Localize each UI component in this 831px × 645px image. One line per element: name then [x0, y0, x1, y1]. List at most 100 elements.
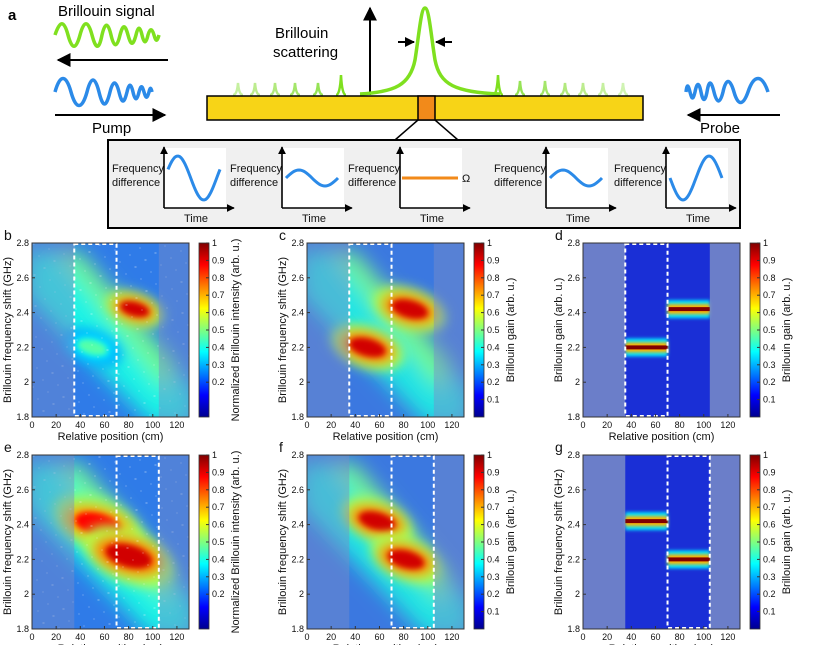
zoom-line-left: [394, 119, 419, 141]
noise-pixel: [54, 291, 56, 293]
noise-pixel: [89, 251, 91, 253]
noise-pixel: [42, 622, 44, 624]
colorbar-tick-label: 0.3: [487, 360, 500, 370]
noise-pixel: [79, 258, 81, 260]
noise-pixel: [88, 463, 90, 465]
inset-ylabel: Frequency: [112, 163, 164, 175]
colorbar-label: Brillouin gain (arb. u.): [781, 278, 793, 383]
noise-pixel: [178, 574, 180, 576]
noise-pixel: [39, 286, 41, 288]
noise-pixel: [143, 371, 145, 373]
noise-pixel: [58, 415, 60, 417]
probe-wave: [684, 76, 770, 105]
noise-pixel: [146, 533, 148, 535]
colorbar-tick-label: 0.7: [487, 290, 500, 300]
noise-pixel: [134, 266, 136, 268]
heatmap-frame: [582, 242, 741, 418]
noise-pixel: [43, 410, 45, 412]
noise-pixel: [141, 521, 143, 523]
y-tick-label: 1.8: [16, 412, 29, 422]
noise-pixel: [131, 528, 133, 530]
noise-pixel: [182, 524, 184, 526]
noise-pixel: [170, 257, 172, 259]
noise-pixel: [137, 359, 139, 361]
heatmap-panel-g: 0 20 40 60 80 100 120 1.8 2 2.2 2.4 2.6 2.8 Relative …: [553, 439, 793, 645]
noise-pixel: [48, 248, 50, 250]
noise-pixel: [71, 358, 73, 360]
inset-ylabel: difference: [112, 177, 160, 189]
noise-pixel: [111, 330, 113, 332]
noise-pixel: [63, 608, 65, 610]
x-axis-label: Relative position (cm): [333, 431, 439, 443]
noise-pixel: [62, 577, 64, 579]
noise-pixel: [154, 607, 156, 609]
colorbar-tick-label: 0.4: [487, 342, 500, 352]
noise-pixel: [174, 593, 176, 595]
noise-pixel: [184, 617, 186, 619]
noise-pixel: [108, 592, 110, 594]
shaded-region-right: [433, 243, 464, 417]
heatmap-body: [583, 243, 740, 417]
noise-pixel: [162, 569, 164, 571]
peak-core: [77, 339, 107, 356]
noise-pixel: [172, 531, 174, 533]
colorbar-tick-label: 0.6: [212, 308, 225, 318]
noise-pixel: [32, 243, 34, 245]
colorbar-tick-label: 0.2: [212, 377, 225, 387]
colorbar-tick-label: 0.1: [487, 607, 500, 617]
noise-pixel: [43, 479, 45, 481]
noise-pixel: [87, 363, 89, 365]
colorbar-tick-label: 0.9: [212, 255, 225, 265]
heatmap-band-fill: [32, 251, 189, 417]
noise-pixel: [180, 281, 182, 283]
colorbar-tick-label: 0.6: [212, 520, 225, 530]
noise-pixel: [112, 361, 114, 363]
colorbar-label: Brillouin gain (arb. u.): [505, 278, 517, 383]
noise-pixel: [144, 471, 146, 473]
noise-pixel: [34, 486, 36, 488]
noise-pixel: [148, 595, 150, 597]
noise-pixel: [168, 581, 170, 583]
noise-pixel: [162, 326, 164, 328]
y-tick-label: 2.4: [291, 520, 304, 530]
inset-plot: Frequency difference Time: [614, 146, 737, 225]
colorbar-tick-label: 0.2: [487, 377, 500, 387]
noise-pixel: [54, 503, 56, 505]
inset-xlabel: Time: [302, 213, 326, 225]
heatmap-grid: 0 20 40 60 80 100 1201.822.22.42.62.8Relative …: [2, 227, 793, 645]
noise-pixel: [139, 459, 141, 461]
noise-pixel: [129, 466, 131, 468]
noise-pixel: [70, 296, 72, 298]
noise-pixel: [126, 335, 128, 337]
colorbar-tick-label: 0.3: [212, 572, 225, 582]
noise-pixel: [132, 559, 134, 561]
heatmap-frame: [306, 242, 465, 418]
heatmap-body: [307, 455, 464, 629]
band-core: [625, 345, 668, 350]
noise-pixel: [80, 289, 82, 291]
noise-pixel: [181, 281, 183, 283]
noise-pixel: [117, 585, 119, 587]
noise-pixel: [126, 304, 128, 306]
noise-pixel: [98, 599, 100, 601]
noise-pixel: [78, 613, 80, 615]
y-tick-label: 2.8: [567, 450, 580, 460]
y-tick-label: 2.2: [16, 342, 29, 352]
noise-pixel: [56, 353, 58, 355]
colorbar-tick-label: 0.1: [763, 395, 776, 405]
x-tick-label: 80: [399, 420, 409, 430]
y-axis-label: Brillouin frequency shift (GHz): [2, 469, 14, 615]
colorbar-tick-label: 0.6: [763, 308, 776, 318]
noise-pixel: [71, 327, 73, 329]
noise-pixel: [136, 297, 138, 299]
noise-pixel: [155, 283, 157, 285]
noise-pixel: [105, 287, 107, 289]
noise-pixel: [63, 253, 65, 255]
noise-pixel: [44, 298, 46, 300]
noise-pixel: [168, 369, 170, 371]
noise-pixel: [72, 358, 74, 360]
noise-pixel: [33, 486, 35, 488]
noise-pixel: [110, 511, 112, 513]
noise-pixel: [81, 351, 83, 353]
noise-pixel: [33, 455, 35, 457]
